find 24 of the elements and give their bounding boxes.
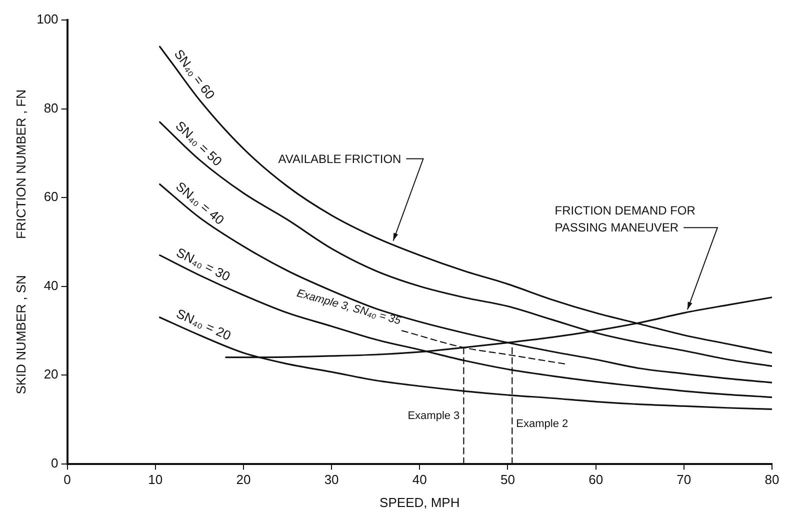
y-tick-label: 40: [44, 278, 58, 293]
series-label: Example 3: [408, 410, 460, 422]
text: SN₄₀ = 30: [174, 244, 233, 284]
y-tick-label: 80: [44, 100, 58, 116]
text: SN₄₀ = 20: [174, 306, 234, 344]
series-label: Example 2: [516, 418, 568, 430]
x-tick-label: 40: [412, 472, 427, 488]
y-tick-label: 60: [44, 189, 58, 204]
x-tick-label: 0: [64, 472, 71, 488]
text: Example 3, SN₄₀ = 35: [295, 287, 403, 328]
x-tick-label: 60: [588, 472, 604, 488]
x-tick-label: 50: [500, 472, 515, 488]
x-axis-title: SPEED, MPH: [380, 494, 460, 510]
annotation: AVAILABLE FRICTION: [278, 152, 402, 166]
x-tick-label: 70: [676, 472, 692, 488]
annotation: FRICTION DEMAND FOR PASSING MANEUVER: [554, 204, 696, 235]
y-axis-title: SKID NUMBER , SN FRICTION NUMBER , FN: [13, 90, 28, 394]
x-tick-label: 20: [236, 472, 251, 488]
x-tick-label: 80: [764, 472, 780, 488]
y-tick-label: 100: [36, 12, 58, 27]
x-tick-label: 30: [324, 472, 339, 488]
y-tick-label: 20: [44, 366, 58, 382]
x-tick-label: 10: [148, 472, 163, 488]
y-tick-label: 0: [51, 455, 58, 470]
